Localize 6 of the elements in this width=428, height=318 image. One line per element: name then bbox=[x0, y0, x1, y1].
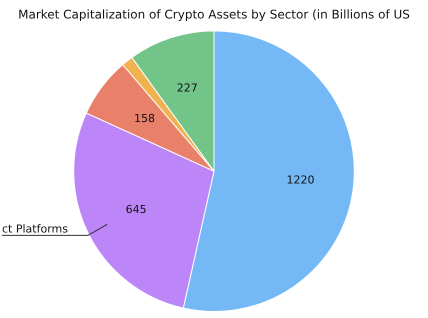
chart-title: Market Capitalization of Crypto Assets by Sector (in Billions of US bbox=[18, 7, 410, 22]
data-label: 1220 bbox=[286, 174, 314, 187]
data-label: 645 bbox=[126, 202, 147, 216]
data-label: 227 bbox=[176, 81, 198, 94]
data-label: 158 bbox=[134, 112, 155, 125]
slice-label: ct Platforms bbox=[2, 222, 68, 236]
